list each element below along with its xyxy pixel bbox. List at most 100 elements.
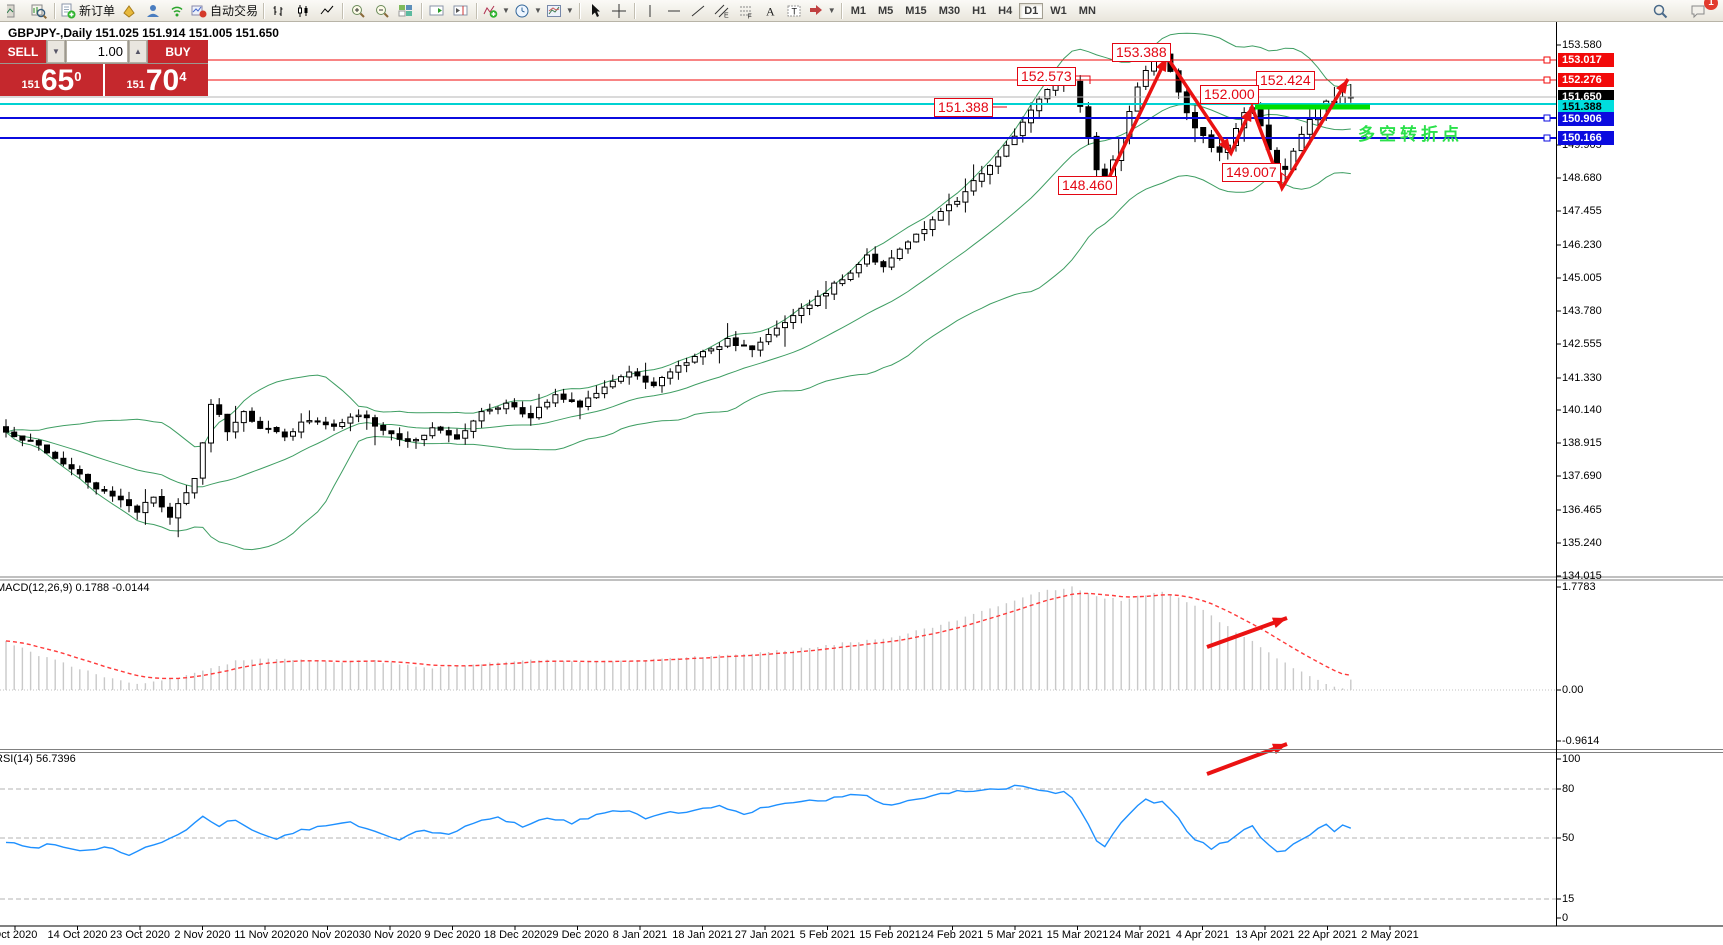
price-annotation-box[interactable]: 152.424 — [1256, 71, 1315, 90]
volume-decrease-button[interactable]: ▼ — [47, 40, 65, 63]
crosshair-button[interactable] — [607, 1, 631, 21]
chart-window-button[interactable] — [3, 1, 27, 21]
zoom-in-button[interactable] — [346, 1, 370, 21]
chevron-down-icon[interactable]: ▼ — [533, 6, 542, 15]
account-button[interactable] — [141, 1, 165, 21]
date-label: 30 Nov 2020 — [358, 929, 422, 941]
sell-button[interactable]: SELL — [0, 40, 46, 63]
indicators-list-button[interactable]: ▼ — [480, 1, 512, 21]
zoomin-icon — [352, 4, 365, 18]
price-annotation-box[interactable]: 152.573 — [1017, 67, 1076, 86]
toolbar-separator — [578, 2, 580, 19]
axis-label: 0 — [1562, 912, 1569, 924]
equidistant-channel-tool-button[interactable]: E — [710, 1, 734, 21]
date-label: 23 Oct 2020 — [110, 929, 170, 941]
axis-label: 142.555 — [1562, 338, 1602, 350]
axis-label: 138.915 — [1562, 437, 1602, 449]
price-annotation-box[interactable]: 149.007 — [1222, 163, 1281, 182]
auto-trading-button[interactable]: 自动交易 — [189, 1, 260, 21]
gold-icon — [123, 4, 135, 18]
notifications-button[interactable]: 1 — [1686, 0, 1718, 21]
templates-button[interactable]: ▼ — [544, 1, 576, 21]
axis-label: 141.330 — [1562, 372, 1602, 384]
fibonacci-tool-button[interactable]: F — [734, 1, 758, 21]
timeframe-button-MN[interactable]: MN — [1078, 4, 1096, 17]
date-label: 15 Mar 2021 — [1046, 929, 1109, 941]
chart-shift-button[interactable] — [449, 1, 473, 21]
sell-price-big: 65 — [40, 64, 75, 97]
market-watch-button[interactable] — [27, 1, 51, 21]
chevron-down-icon[interactable]: ▼ — [502, 6, 510, 15]
indicators-icon — [483, 5, 498, 18]
volume-input[interactable] — [66, 40, 128, 63]
timeframe-button-M15[interactable]: M15 — [905, 4, 927, 17]
timeframe-button-M5[interactable]: M5 — [878, 4, 894, 17]
price-annotation-box[interactable]: 151.388 — [934, 98, 993, 117]
svg-text:A: A — [766, 4, 775, 18]
axis-label: 50 — [1562, 832, 1575, 844]
chartshift-icon — [453, 5, 468, 15]
chevron-down-icon[interactable]: ▼ — [565, 6, 574, 15]
timeframe-button-D1[interactable]: D1 — [1019, 2, 1044, 19]
date-label: 22 Apr 2021 — [1297, 929, 1358, 941]
textT-icon: T — [787, 5, 801, 16]
channel-icon: E — [714, 4, 729, 19]
signals-button[interactable] — [165, 1, 189, 21]
timeframe-button-W1[interactable]: W1 — [1050, 4, 1067, 17]
cursor-button[interactable] — [583, 1, 607, 21]
axis-label: 0.00 — [1562, 684, 1584, 696]
tile-windows-button[interactable] — [394, 1, 418, 21]
horizontal-line-tool-button[interactable] — [662, 1, 686, 21]
rsi-indicator-label: RSI(14) 56.7396 — [0, 753, 76, 765]
buy-button[interactable]: BUY — [148, 40, 208, 63]
price-annotation-box[interactable]: 153.388 — [1112, 43, 1171, 62]
bar-chart-mode-button[interactable] — [267, 1, 291, 21]
auto-trading-label: 自动交易 — [210, 4, 259, 18]
zoom-out-button[interactable] — [370, 1, 394, 21]
price-annotation-box[interactable]: 152.000 — [1200, 85, 1259, 104]
date-label: 5 Feb 2021 — [799, 929, 856, 941]
sell-price-panel[interactable]: 151 65 0 — [0, 64, 103, 96]
toolbar-separator — [633, 2, 635, 19]
timeframe-button-H1[interactable]: H1 — [972, 4, 987, 17]
text-tool-button[interactable]: A — [758, 1, 782, 21]
deposit-button[interactable] — [117, 1, 141, 21]
periods-button[interactable]: ▼ — [512, 1, 544, 21]
toolbar: 新订单 自动交易 ▼ ▼ ▼ E F A T ▼ M1 M5 M15 M30 H1 H4 D1 W1 MN 1 — [0, 0, 1723, 22]
price-annotation-box[interactable]: 148.460 — [1058, 176, 1117, 195]
arrows-tool-button[interactable]: ▼ — [806, 1, 838, 21]
vertical-line-tool-button[interactable] — [638, 1, 662, 21]
turning-point-annotation[interactable]: 多空转折点 — [1358, 125, 1463, 144]
textA-icon: A — [766, 4, 775, 18]
buy-price-sup: 4 — [179, 69, 187, 84]
price-badge-151.388: 151.388 — [1558, 100, 1614, 114]
svg-text:T: T — [791, 6, 797, 16]
buy-price-panel[interactable]: 151 70 4 — [105, 64, 208, 96]
tile-icon — [398, 4, 413, 16]
new-order-button[interactable]: 新订单 — [58, 1, 117, 21]
search-button[interactable] — [1648, 1, 1672, 21]
trendline-tool-button[interactable] — [686, 1, 710, 21]
axis-label: 135.240 — [1562, 537, 1602, 549]
toolbar-separator — [342, 2, 344, 19]
axis-label: 137.690 — [1562, 470, 1602, 482]
line-chart-mode-button[interactable] — [315, 1, 339, 21]
chevron-down-icon[interactable]: ▼ — [827, 6, 836, 15]
sell-price-sup: 0 — [74, 69, 82, 84]
macd-indicator-label: MACD(12,26,9) 0.1788 -0.0144 — [0, 582, 150, 594]
auto-scroll-button[interactable] — [425, 1, 449, 21]
timeframe-button-M30[interactable]: M30 — [938, 4, 961, 17]
text-label-tool-button[interactable]: T — [782, 1, 806, 21]
chartpartial-icon — [7, 4, 15, 17]
axis-label: 80 — [1562, 783, 1575, 795]
volume-increase-button[interactable]: ▲ — [129, 40, 147, 63]
timeframe-button-H4[interactable]: H4 — [998, 4, 1013, 17]
candlestick-mode-button[interactable] — [291, 1, 315, 21]
price-badge-150.906: 150.906 — [1558, 112, 1614, 126]
buy-price-big: 70 — [145, 64, 180, 97]
date-label: 5 Mar 2021 — [987, 929, 1043, 941]
timeframe-button-M1[interactable]: M1 — [850, 4, 866, 17]
date-label: 9 Dec 2020 — [424, 929, 481, 941]
